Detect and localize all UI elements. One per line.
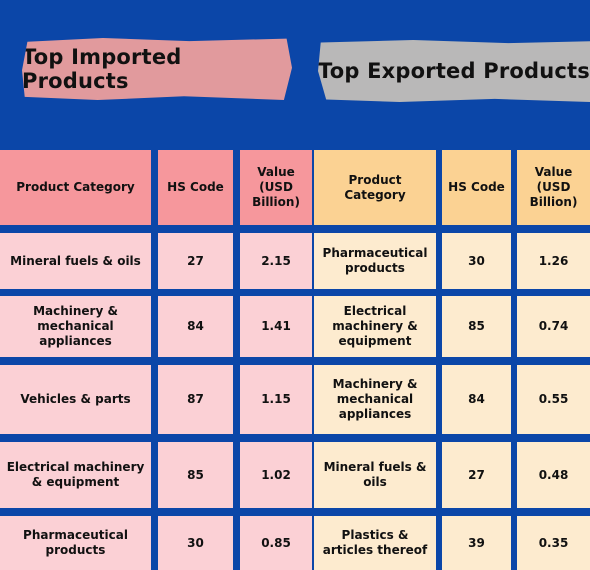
exports-row-4-hs-code: 27 (442, 442, 511, 508)
imports-header-hs-code: HS Code (158, 150, 233, 225)
imports-row-4-value: 1.02 (240, 442, 312, 508)
exports-row-2-value: 0.74 (517, 296, 590, 357)
imports-row-2-category: Machinery & mechanical appliances (0, 296, 151, 357)
imports-title: Top Imported Products (22, 38, 292, 100)
imports-row-5-category: Pharmaceutical products (0, 516, 151, 570)
imports-header-value: Value (USD Billion) (240, 150, 312, 225)
exports-row-1-hs-code: 30 (442, 233, 511, 289)
imports-row-3-hs-code: 87 (158, 365, 233, 434)
exports-row-4-value: 0.48 (517, 442, 590, 508)
exports-title: Top Exported Products (318, 40, 590, 102)
imports-row-2-value: 1.41 (240, 296, 312, 357)
exports-row-4-category: Mineral fuels & oils (314, 442, 436, 508)
exports-header-category: Product Category (314, 150, 436, 225)
imports-header-category: Product Category (0, 150, 151, 225)
imports-row-1-value: 2.15 (240, 233, 312, 289)
exports-row-2-hs-code: 85 (442, 296, 511, 357)
exports-row-5-value: 0.35 (517, 516, 590, 570)
exports-row-3-hs-code: 84 (442, 365, 511, 434)
imports-row-5-hs-code: 30 (158, 516, 233, 570)
exports-header-hs-code: HS Code (442, 150, 511, 225)
imports-row-3-value: 1.15 (240, 365, 312, 434)
exports-row-1-category: Pharmaceutical products (314, 233, 436, 289)
imports-row-1-hs-code: 27 (158, 233, 233, 289)
exports-row-5-hs-code: 39 (442, 516, 511, 570)
exports-row-5-category: Plastics & articles thereof (314, 516, 436, 570)
imports-row-2-hs-code: 84 (158, 296, 233, 357)
exports-row-3-category: Machinery & mechanical appliances (314, 365, 436, 434)
imports-row-3-category: Vehicles & parts (0, 365, 151, 434)
exports-header-value: Value (USD Billion) (517, 150, 590, 225)
imports-row-4-category: Electrical machinery & equipment (0, 442, 151, 508)
imports-row-1-category: Mineral fuels & oils (0, 233, 151, 289)
imports-row-5-value: 0.85 (240, 516, 312, 570)
exports-row-1-value: 1.26 (517, 233, 590, 289)
imports-row-4-hs-code: 85 (158, 442, 233, 508)
exports-row-3-value: 0.55 (517, 365, 590, 434)
exports-row-2-category: Electrical machinery & equipment (314, 296, 436, 357)
